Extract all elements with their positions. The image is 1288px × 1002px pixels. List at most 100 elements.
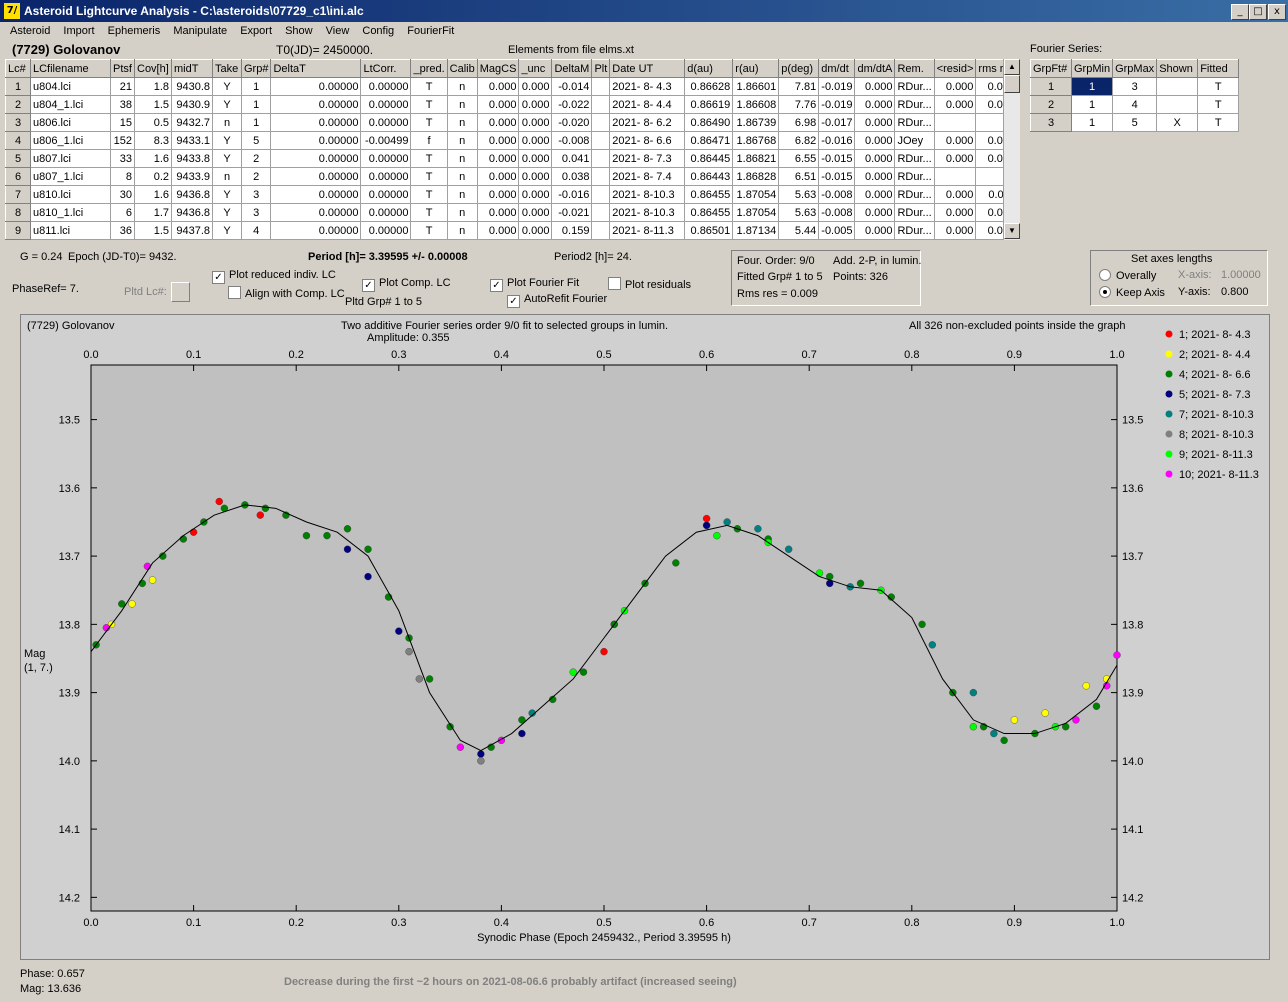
table-cell[interactable]: 9436.8 [171,185,213,204]
table-cell[interactable]: Y [212,77,242,96]
fourier-cell[interactable]: 1 [1070,95,1114,114]
table-cell[interactable]: 2 [240,149,272,168]
table-cell[interactable]: u810.lci [30,185,111,204]
table-cell[interactable]: 1 [240,113,272,132]
table-cell[interactable]: 0.000 [518,77,553,96]
table-cell[interactable]: RDur... [894,149,935,168]
table-cell[interactable]: 0.000 [933,149,977,168]
table-cell[interactable]: 0.00000 [360,221,412,240]
table-cell[interactable]: 1.87054 [732,203,780,222]
table-cell[interactable]: Y [212,131,242,150]
fourier-cell[interactable]: X [1156,113,1199,132]
table-cell[interactable]: n [446,167,478,186]
menu-show[interactable]: Show [285,25,313,37]
fourier-col-header[interactable]: GrpMax [1112,59,1158,78]
scroll-thumb[interactable] [1004,75,1020,93]
lc-col-header[interactable]: Date UT [609,59,686,78]
lc-col-header[interactable]: Cov[h] [134,59,172,78]
table-cell[interactable]: 21 [110,77,135,96]
table-cell[interactable]: 5.44 [778,221,820,240]
table-cell[interactable]: 0.000 [518,167,553,186]
fourier-cell[interactable]: T [1197,95,1240,114]
plot-fourier-checkbox[interactable]: ✓ Plot Fourier Fit [490,277,579,292]
table-cell[interactable]: 1.86821 [732,149,780,168]
fourier-cell[interactable]: 5 [1112,113,1158,132]
table-cell[interactable]: 9437.8 [171,221,213,240]
table-cell[interactable]: Y [212,203,242,222]
table-cell[interactable]: T [410,95,448,114]
table-cell[interactable] [933,167,977,186]
table-cell[interactable]: 0.000 [933,131,977,150]
table-cell[interactable]: n [446,149,478,168]
lc-col-header[interactable]: r(au) [732,59,780,78]
table-cell[interactable]: 1.6 [134,185,172,204]
table-cell[interactable]: 30 [110,185,135,204]
lightcurve-chart[interactable]: 0.0 0.0 0.1 0.1 0.2 0.2 0.3 0.3 0.4 0.4 0.5 0.5 0.6 0… [21,315,1269,959]
table-cell[interactable]: 0.038 [551,167,593,186]
lc-col-header[interactable]: _pred. [410,59,448,78]
fourier-col-header[interactable]: GrpMin [1070,59,1114,78]
lc-col-header[interactable]: Rem. [894,59,935,78]
table-cell[interactable]: 0.000 [476,167,520,186]
table-cell[interactable]: 0.159 [551,221,593,240]
table-cell[interactable]: u804_1.lci [30,95,111,114]
lc-col-header[interactable]: Calib [446,59,478,78]
table-cell[interactable]: 0.000 [476,77,520,96]
lc-col-header[interactable]: _unc [518,59,553,78]
table-cell[interactable]: n [446,221,478,240]
table-cell[interactable]: 9430.9 [171,95,213,114]
table-cell[interactable] [591,167,611,186]
table-cell[interactable]: 0.2 [134,167,172,186]
lc-col-header[interactable]: Take [212,59,242,78]
table-cell[interactable]: 0.000 [476,185,520,204]
table-cell[interactable]: 2021- 8- 7.3 [609,149,686,168]
fourier-col-header[interactable]: Shown [1156,59,1199,78]
table-cell[interactable]: 0.86445 [684,149,734,168]
table-cell[interactable]: 3 [240,185,272,204]
lc-col-header[interactable]: Ptsf [110,59,135,78]
table-cell[interactable]: 0.000 [854,221,896,240]
table-cell[interactable]: -0.008 [818,203,856,222]
table-cell[interactable]: 5.63 [778,185,820,204]
table-cell[interactable] [933,113,977,132]
maximize-button[interactable]: □ [1249,4,1267,20]
menu-manipulate[interactable]: Manipulate [173,25,228,37]
table-cell[interactable]: 0.00000 [270,221,362,240]
table-cell[interactable]: 33 [110,149,135,168]
table-cell[interactable]: 6.51 [778,167,820,186]
fourier-col-header[interactable]: Fitted [1197,59,1240,78]
menu-export[interactable]: Export [240,25,272,37]
table-cell[interactable]: 9433.8 [171,149,213,168]
table-cell[interactable]: 8 [110,167,135,186]
table-cell[interactable]: 1.86608 [732,95,780,114]
table-cell[interactable]: 5 [240,131,272,150]
table-cell[interactable]: 0.000 [854,113,896,132]
table-cell[interactable]: Y [212,149,242,168]
table-cell[interactable]: 6.82 [778,131,820,150]
table-cell[interactable]: 38 [110,95,135,114]
table-cell[interactable]: RDur... [894,203,935,222]
table-cell[interactable]: T [410,149,448,168]
row-header[interactable]: 3 [1030,113,1072,132]
fourier-cell[interactable] [1156,95,1199,114]
table-cell[interactable]: 0.00000 [270,185,362,204]
table-cell[interactable]: 0.00000 [360,149,412,168]
table-cell[interactable]: 15 [110,113,135,132]
table-cell[interactable]: 0.5 [134,113,172,132]
table-cell[interactable]: u806_1.lci [30,131,111,150]
table-cell[interactable]: 9430.8 [171,77,213,96]
autorefit-checkbox[interactable]: ✓ AutoRefit Fourier [507,293,607,308]
table-cell[interactable]: 0.86443 [684,167,734,186]
table-cell[interactable]: 0.000 [854,203,896,222]
table-cell[interactable]: -0.015 [818,167,856,186]
table-cell[interactable]: 0.00000 [360,167,412,186]
table-cell[interactable]: u806.lci [30,113,111,132]
table-cell[interactable]: n [446,185,478,204]
table-cell[interactable]: RDur... [894,77,935,96]
table-cell[interactable]: 0.86501 [684,221,734,240]
lc-col-header[interactable]: midT [171,59,213,78]
table-cell[interactable]: 2021- 8-10.3 [609,203,686,222]
